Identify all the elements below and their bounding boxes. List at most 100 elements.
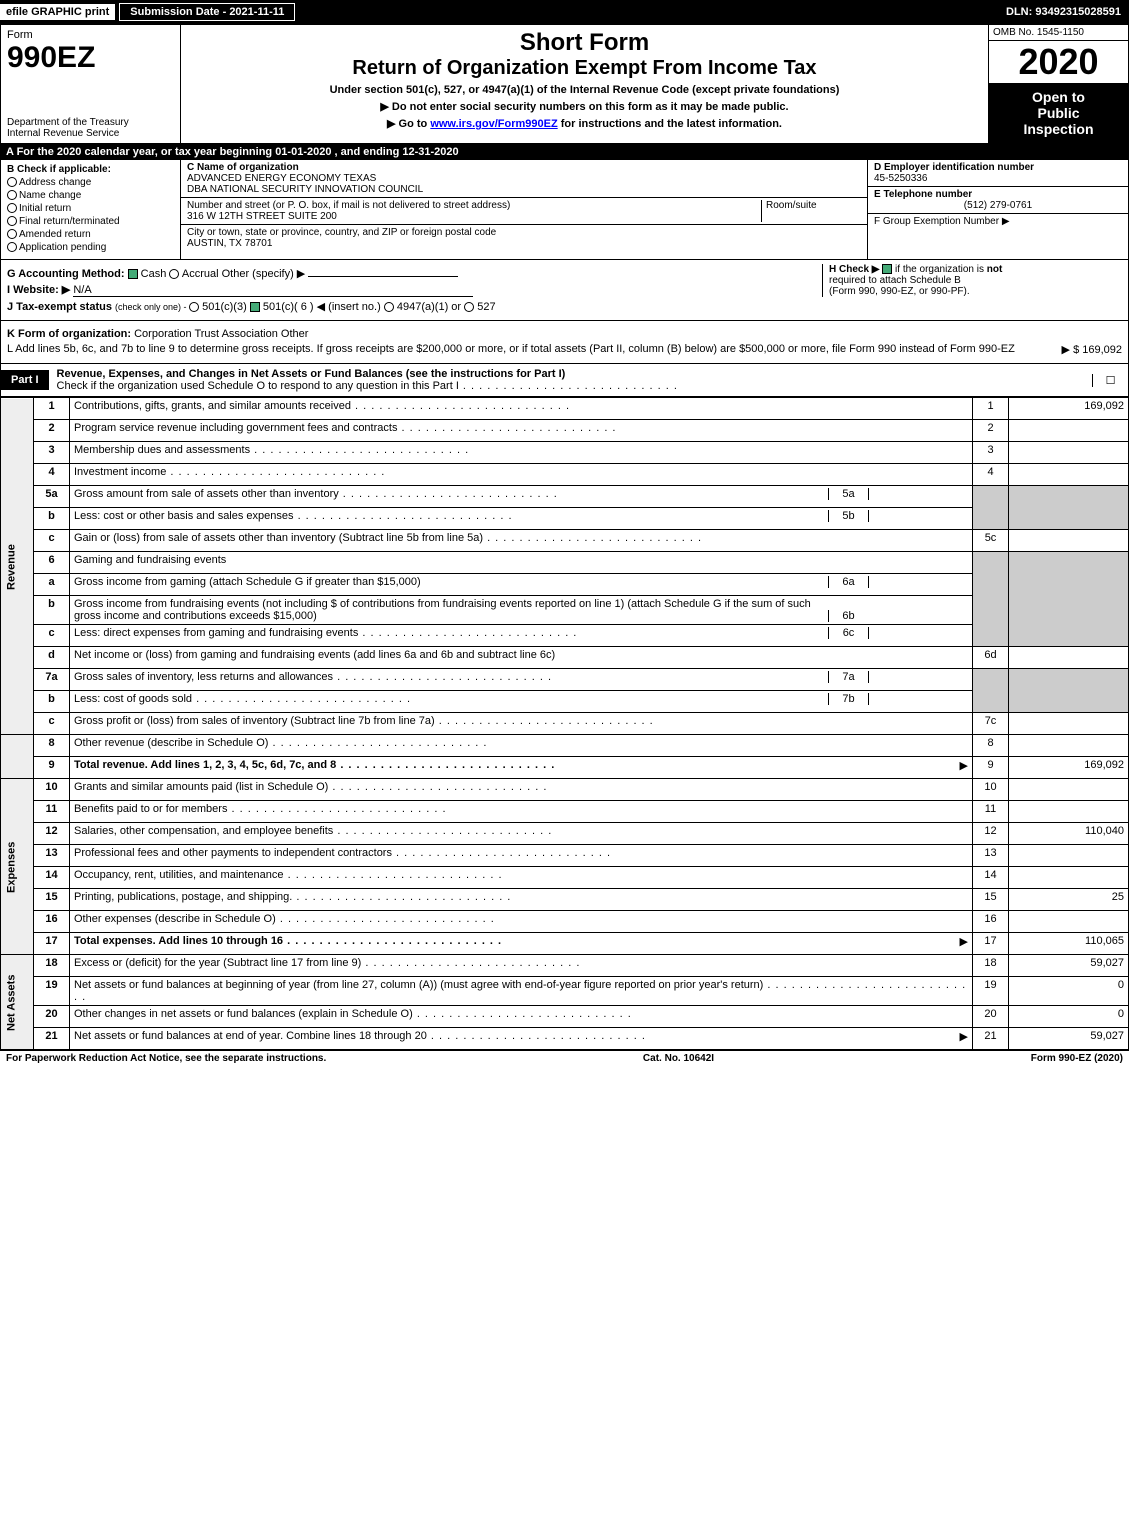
k-assoc: Association bbox=[222, 328, 278, 340]
ln18-desc: Excess or (deficit) for the year (Subtra… bbox=[70, 955, 973, 977]
ln18-rn: 18 bbox=[973, 955, 1009, 977]
ln17-amt: 110,065 bbox=[1009, 933, 1129, 955]
j-opt2: 501(c)( 6 ) ◀ (insert no.) bbox=[263, 301, 381, 313]
main-title: Return of Organization Exempt From Incom… bbox=[189, 57, 980, 80]
ln5b-mb: 5b bbox=[828, 510, 868, 522]
ln17-num: 17 bbox=[34, 933, 70, 955]
ln3-num: 3 bbox=[34, 442, 70, 464]
ln20-amt: 0 bbox=[1009, 1006, 1129, 1028]
ln1-rn: 1 bbox=[973, 398, 1009, 420]
ln7b-num: b bbox=[34, 691, 70, 713]
ln5c-desc: Gain or (loss) from sale of assets other… bbox=[70, 530, 973, 552]
form-word: Form bbox=[7, 29, 174, 41]
g-cash-check bbox=[128, 269, 138, 279]
e-label: E Telephone number bbox=[874, 189, 1122, 200]
ln20-num: 20 bbox=[34, 1006, 70, 1028]
ln1-num: 1 bbox=[34, 398, 70, 420]
part1-check: Check if the organization used Schedule … bbox=[57, 380, 678, 392]
ln5b-cell: Less: cost or other basis and sales expe… bbox=[70, 508, 973, 530]
ln2-amt bbox=[1009, 420, 1129, 442]
ln6a-mv bbox=[868, 576, 968, 588]
ln4-rn: 4 bbox=[973, 464, 1009, 486]
ln9-desc: Total revenue. Add lines 1, 2, 3, 4, 5c,… bbox=[74, 759, 555, 771]
d-label: D Employer identification number bbox=[874, 162, 1122, 173]
ln15-num: 15 bbox=[34, 889, 70, 911]
part1-title: Revenue, Expenses, and Changes in Net As… bbox=[49, 364, 1092, 396]
telephone-value: (512) 279-0761 bbox=[874, 200, 1122, 211]
part1-header: Part I Revenue, Expenses, and Changes in… bbox=[0, 364, 1129, 397]
ln7c-rn: 7c bbox=[973, 713, 1009, 735]
goto-notice: ▶ Go to www.irs.gov/Form990EZ for instru… bbox=[189, 117, 980, 130]
ssn-notice: ▶ Do not enter social security numbers o… bbox=[189, 100, 980, 113]
ln13-num: 13 bbox=[34, 845, 70, 867]
k-other: Other bbox=[281, 328, 309, 340]
ln7a-mv bbox=[868, 671, 968, 683]
ln10-amt bbox=[1009, 779, 1129, 801]
ln9-amt: 169,092 bbox=[1009, 757, 1129, 779]
ln9-num: 9 bbox=[34, 757, 70, 779]
website-value: N/A bbox=[73, 284, 473, 297]
ln6abc-amtshade bbox=[1009, 552, 1129, 647]
ln6b-mb: 6b bbox=[828, 610, 868, 622]
ln14-amt bbox=[1009, 867, 1129, 889]
section-h: H Check ▶ if the organization is not req… bbox=[822, 264, 1122, 297]
netassets-sidebar: Net Assets bbox=[1, 955, 34, 1050]
ein-value: 45-5250336 bbox=[874, 173, 1122, 184]
h-checkbox bbox=[882, 264, 892, 274]
ln10-rn: 10 bbox=[973, 779, 1009, 801]
ln5b-desc: Less: cost or other basis and sales expe… bbox=[74, 510, 828, 522]
open-to-public: Open to Public Inspection bbox=[989, 83, 1128, 143]
ln6a-cell: Gross income from gaming (attach Schedul… bbox=[70, 574, 973, 596]
header-mid: Short Form Return of Organization Exempt… bbox=[181, 25, 988, 143]
ln13-amt bbox=[1009, 845, 1129, 867]
ln6a-num: a bbox=[34, 574, 70, 596]
top-bar: efile GRAPHIC print Submission Date - 20… bbox=[0, 0, 1129, 24]
j-opt1: 501(c)(3) bbox=[202, 301, 247, 313]
b-opt-pending: Application pending bbox=[19, 242, 106, 253]
ln19-num: 19 bbox=[34, 977, 70, 1006]
dept-irs: Internal Revenue Service bbox=[7, 128, 174, 139]
ln14-num: 14 bbox=[34, 867, 70, 889]
ln14-desc: Occupancy, rent, utilities, and maintena… bbox=[70, 867, 973, 889]
open-line3: Inspection bbox=[991, 121, 1126, 137]
ln19-rn: 19 bbox=[973, 977, 1009, 1006]
header-right: OMB No. 1545-1150 2020 Open to Public In… bbox=[988, 25, 1128, 143]
page-footer: For Paperwork Reduction Act Notice, see … bbox=[0, 1050, 1129, 1066]
ln7c-amt bbox=[1009, 713, 1129, 735]
ln16-rn: 16 bbox=[973, 911, 1009, 933]
j-sub: (check only one) - bbox=[115, 302, 189, 312]
g-accrual: Accrual bbox=[182, 268, 219, 280]
section-ghij: H Check ▶ if the organization is not req… bbox=[0, 260, 1129, 321]
ln12-desc: Salaries, other compensation, and employ… bbox=[70, 823, 973, 845]
short-form-title: Short Form bbox=[189, 29, 980, 57]
expenses-sidebar: Expenses bbox=[1, 779, 34, 955]
ln6a-mb: 6a bbox=[828, 576, 868, 588]
ln12-num: 12 bbox=[34, 823, 70, 845]
b-opt-initial: Initial return bbox=[19, 203, 71, 214]
efile-label: efile GRAPHIC print bbox=[0, 4, 115, 20]
ln10-desc: Grants and similar amounts paid (list in… bbox=[70, 779, 973, 801]
ln21-num: 21 bbox=[34, 1028, 70, 1050]
ln20-desc: Other changes in net assets or fund bala… bbox=[70, 1006, 973, 1028]
ln3-desc: Membership dues and assessments bbox=[70, 442, 973, 464]
ln13-desc: Professional fees and other payments to … bbox=[70, 845, 973, 867]
ln7b-mv bbox=[868, 693, 968, 705]
ln8-desc: Other revenue (describe in Schedule O) bbox=[70, 735, 973, 757]
ln15-amt: 25 bbox=[1009, 889, 1129, 911]
ln1-desc: Contributions, gifts, grants, and simila… bbox=[70, 398, 973, 420]
org-name-1: ADVANCED ENERGY ECONOMY TEXAS bbox=[187, 173, 861, 184]
ln21-cell: Net assets or fund balances at end of ye… bbox=[70, 1028, 973, 1050]
irs-link[interactable]: www.irs.gov/Form990EZ bbox=[430, 118, 557, 130]
ln7a-desc: Gross sales of inventory, less returns a… bbox=[74, 671, 828, 683]
k-label: K Form of organization: bbox=[7, 328, 131, 340]
room-suite-label: Room/suite bbox=[761, 200, 861, 222]
ln16-num: 16 bbox=[34, 911, 70, 933]
submission-date: Submission Date - 2021-11-11 bbox=[119, 3, 295, 21]
ln11-amt bbox=[1009, 801, 1129, 823]
addr-label: Number and street (or P. O. box, if mail… bbox=[187, 200, 761, 211]
j-opt1-check bbox=[189, 302, 199, 312]
omb-number: OMB No. 1545-1150 bbox=[989, 25, 1128, 41]
h-label: H Check ▶ bbox=[829, 264, 879, 275]
ln6c-mb: 6c bbox=[828, 627, 868, 639]
street-address: 316 W 12TH STREET SUITE 200 bbox=[187, 211, 761, 222]
